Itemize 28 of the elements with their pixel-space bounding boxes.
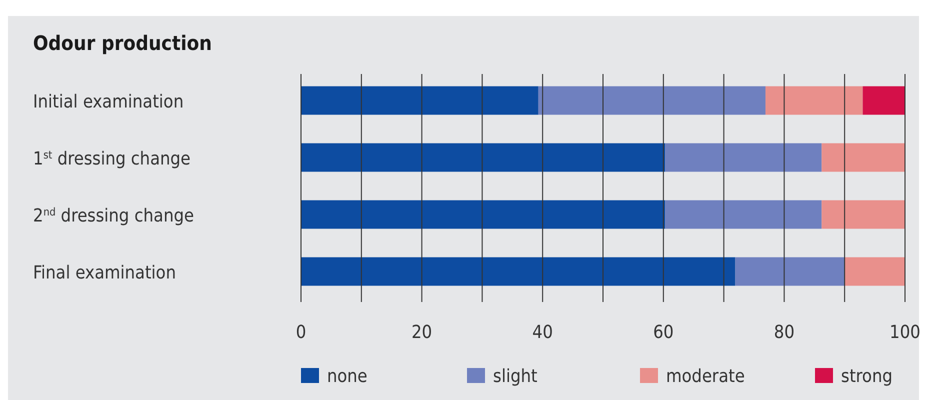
x-tick-label: 60	[653, 322, 674, 343]
bar	[301, 257, 736, 286]
x-tick-label: 100	[890, 322, 920, 343]
bar	[822, 200, 905, 229]
legend-label: none	[327, 366, 368, 387]
bar	[765, 86, 863, 115]
x-tick-label: 20	[411, 322, 432, 343]
y-tick-label: Initial examination	[33, 92, 184, 112]
bar	[844, 257, 905, 286]
text: Odour production	[33, 31, 212, 55]
x-tick-label: 0	[296, 322, 306, 343]
bar	[822, 143, 905, 172]
x-tick-label: 40	[532, 322, 553, 343]
x-tick-label: 80	[774, 322, 795, 343]
legend-label: moderate	[666, 366, 745, 387]
bar	[538, 86, 766, 115]
bar	[862, 86, 905, 115]
bar	[301, 86, 538, 115]
bar	[665, 200, 822, 229]
legend-label: strong	[841, 366, 892, 387]
bar	[301, 143, 666, 172]
legend-label: slight	[493, 366, 538, 387]
y-tick-label: 1$^{st}$ dressing change	[33, 148, 191, 170]
bar	[301, 200, 666, 229]
bar	[665, 143, 822, 172]
bar	[735, 257, 845, 286]
y-tick-label: Final examination	[33, 262, 176, 284]
y-tick-label: 2$^{nd}$ dressing change	[33, 205, 194, 226]
